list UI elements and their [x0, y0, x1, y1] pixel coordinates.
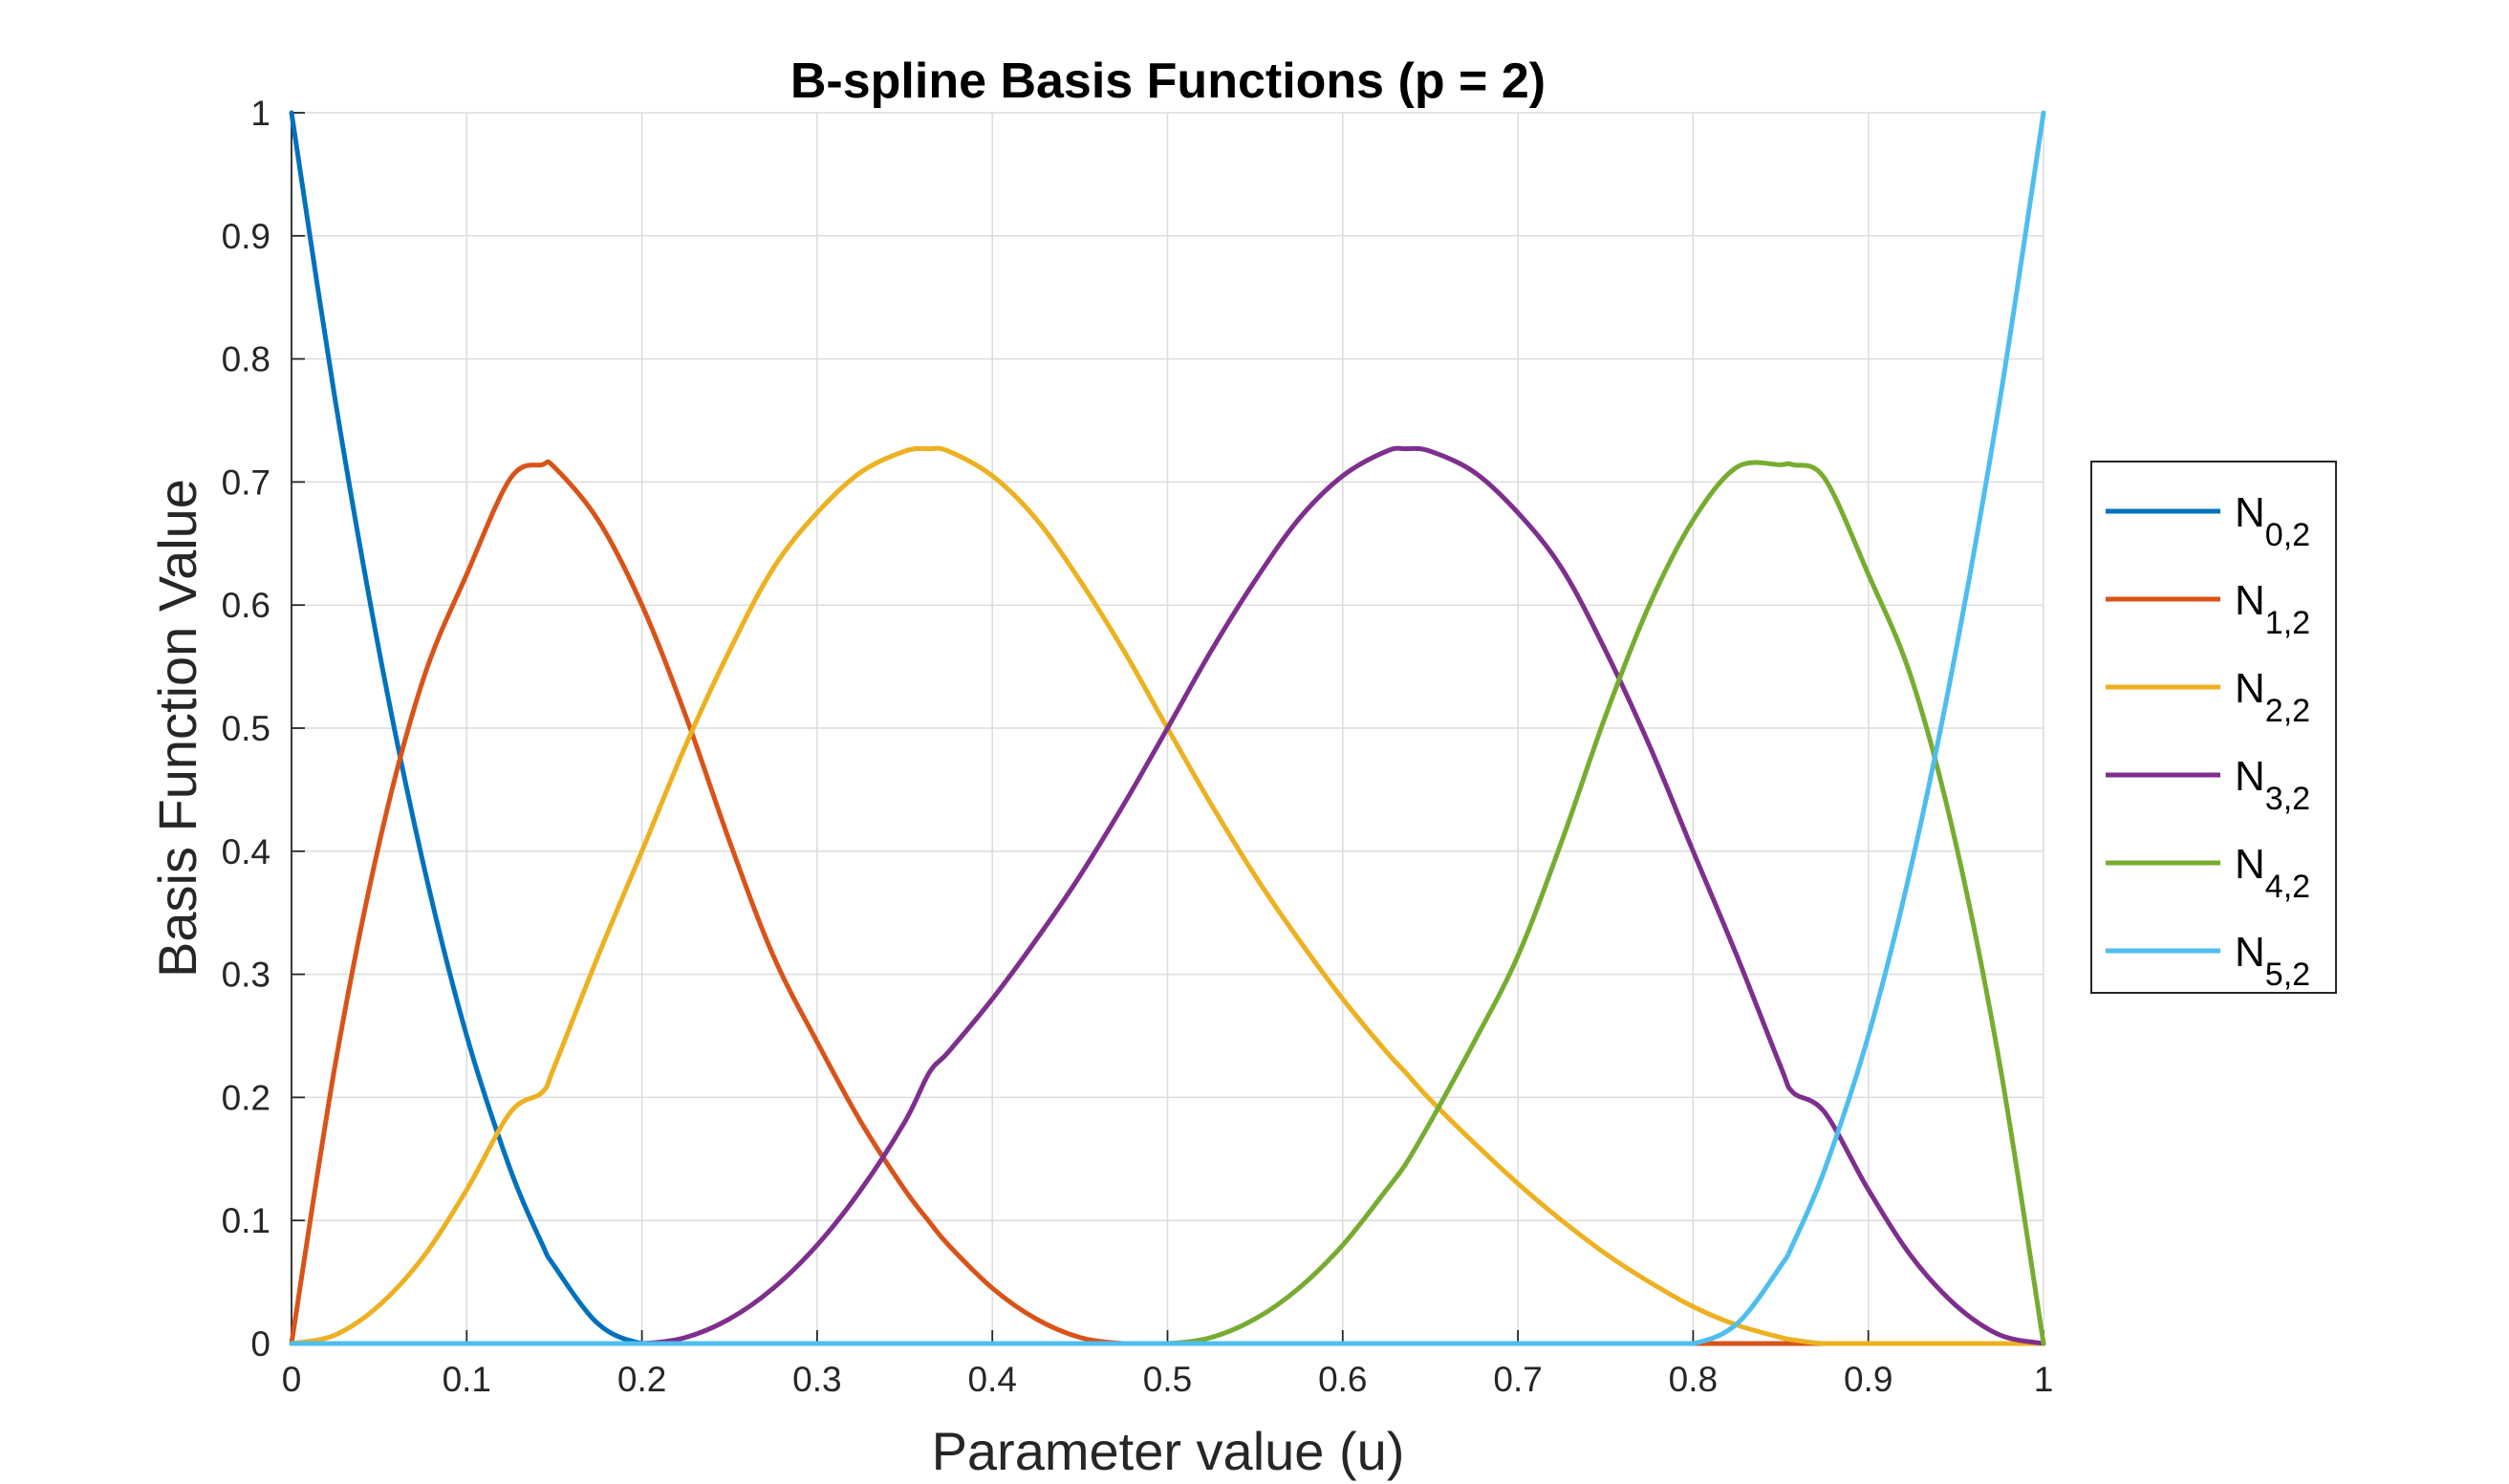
legend-entry-main: N	[2235, 929, 2265, 976]
grid	[291, 112, 2044, 1344]
x-tick-label: 0.9	[1844, 1360, 1893, 1399]
y-tick-label: 0.9	[222, 217, 270, 256]
legend-entry-main: N	[2235, 753, 2265, 800]
legend-entry-label: N5,2	[2235, 929, 2310, 993]
x-tick-label: 0	[282, 1360, 302, 1399]
x-tick-label: 1	[2034, 1360, 2054, 1399]
legend-entry-label: N0,2	[2235, 489, 2310, 553]
y-tick-label: 0.6	[222, 586, 270, 625]
x-tick-label: 0.5	[1143, 1360, 1192, 1399]
y-tick-label: 0	[250, 1324, 270, 1364]
x-tick-label: 0.8	[1669, 1360, 1718, 1399]
y-tick-label: 0.4	[222, 832, 270, 871]
legend-entry-subscript: 0,2	[2265, 517, 2310, 553]
y-tick-label: 0.5	[222, 709, 270, 748]
legend-entry-subscript: 4,2	[2265, 869, 2310, 905]
legend-entry-subscript: 5,2	[2265, 957, 2310, 993]
legend-entry-main: N	[2235, 665, 2265, 712]
y-tick-label: 1	[250, 94, 270, 133]
legend-entry-label: N1,2	[2235, 577, 2310, 641]
x-tick-label: 0.4	[967, 1360, 1016, 1399]
legend-entry-main: N	[2235, 577, 2265, 624]
tick-labels: 0 0.1 0.2 0.3 0.4 0.5 0.6 0.7 0.8 0.9 1 0 0.1 0.2 0.3 0…	[222, 94, 2054, 1399]
y-tick-label: 0.8	[222, 340, 270, 379]
legend-entry-subscript: 3,2	[2265, 781, 2310, 817]
legend-entry-label: N3,2	[2235, 753, 2310, 817]
series-line-5	[289, 110, 2046, 1346]
x-tick-label: 0.2	[617, 1360, 666, 1399]
legend-entry-subscript: 1,2	[2265, 605, 2310, 641]
series-line-1	[289, 459, 2046, 1346]
x-axis-label: Parameter value (u)	[932, 1421, 1405, 1481]
y-tick-label: 0.7	[222, 462, 270, 502]
legend-entry-main: N	[2235, 489, 2265, 536]
x-tick-label: 0.6	[1318, 1360, 1367, 1399]
y-axis-label: Basis Function Value	[147, 479, 207, 978]
chart-title: B-spline Basis Functions (p = 2)	[790, 54, 1546, 109]
y-tick-label: 0.1	[222, 1201, 270, 1240]
series-lines	[289, 110, 2046, 1346]
y-tick-label: 0.3	[222, 956, 270, 995]
x-tick-label: 0.1	[443, 1360, 491, 1399]
legend: N0,2N1,2N2,2N3,2N4,2N5,2	[2090, 461, 2337, 994]
y-tick-label: 0.2	[222, 1078, 270, 1117]
legend-entry-subscript: 2,2	[2265, 693, 2310, 729]
x-tick-label: 0.7	[1493, 1360, 1542, 1399]
legend-entry-main: N	[2235, 841, 2265, 888]
legend-entry-label: N2,2	[2235, 665, 2310, 729]
legend-entry-label: N4,2	[2235, 841, 2310, 905]
x-tick-label: 0.3	[792, 1360, 841, 1399]
legend-box	[2090, 461, 2337, 994]
